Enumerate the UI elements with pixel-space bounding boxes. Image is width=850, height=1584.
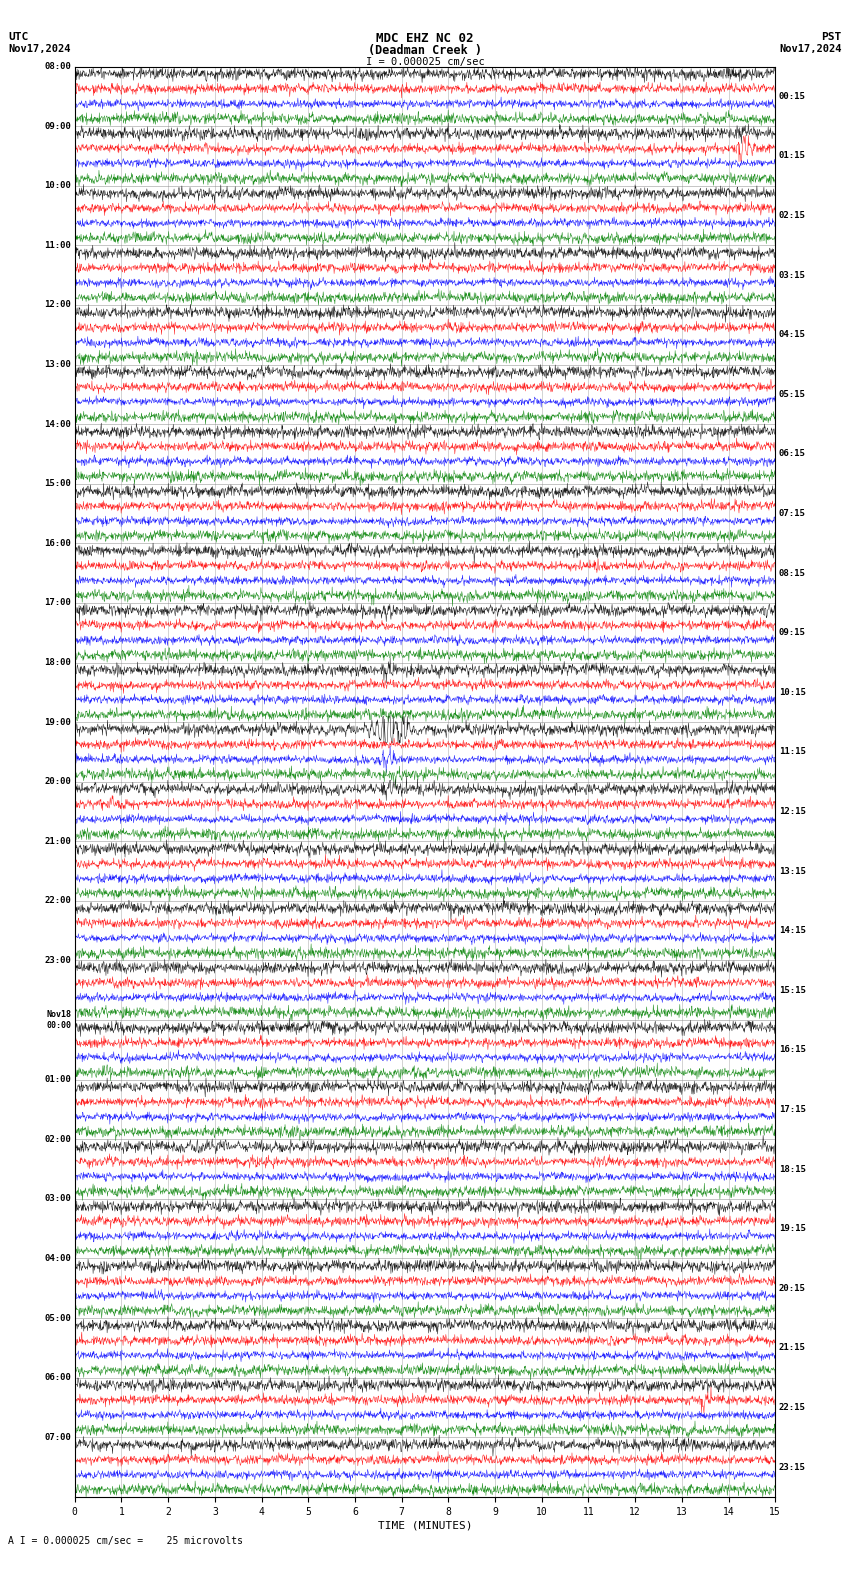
Text: 19:15: 19:15 xyxy=(779,1224,806,1234)
Text: 01:15: 01:15 xyxy=(779,152,806,160)
Text: 23:15: 23:15 xyxy=(779,1462,806,1472)
Text: I = 0.000025 cm/sec: I = 0.000025 cm/sec xyxy=(366,57,484,67)
Text: 15:00: 15:00 xyxy=(44,480,71,488)
Text: 03:00: 03:00 xyxy=(44,1194,71,1204)
Text: A I = 0.000025 cm/sec =    25 microvolts: A I = 0.000025 cm/sec = 25 microvolts xyxy=(8,1536,243,1546)
Text: 12:15: 12:15 xyxy=(779,806,806,816)
X-axis label: TIME (MINUTES): TIME (MINUTES) xyxy=(377,1521,473,1530)
Text: (Deadman Creek ): (Deadman Creek ) xyxy=(368,44,482,57)
Text: 17:15: 17:15 xyxy=(779,1106,806,1114)
Text: 04:15: 04:15 xyxy=(779,329,806,339)
Text: 02:00: 02:00 xyxy=(44,1134,71,1144)
Text: 13:00: 13:00 xyxy=(44,360,71,369)
Text: 09:15: 09:15 xyxy=(779,629,806,637)
Text: Nov17,2024: Nov17,2024 xyxy=(8,44,71,54)
Text: 07:15: 07:15 xyxy=(779,508,806,518)
Text: 14:00: 14:00 xyxy=(44,420,71,429)
Text: 05:00: 05:00 xyxy=(44,1313,71,1323)
Text: 05:15: 05:15 xyxy=(779,390,806,399)
Text: 11:00: 11:00 xyxy=(44,241,71,250)
Text: 19:00: 19:00 xyxy=(44,718,71,727)
Text: Nov18
00:00: Nov18 00:00 xyxy=(46,1011,71,1030)
Text: 21:00: 21:00 xyxy=(44,836,71,846)
Text: 08:00: 08:00 xyxy=(44,62,71,71)
Text: 14:15: 14:15 xyxy=(779,927,806,935)
Text: 00:15: 00:15 xyxy=(779,92,806,101)
Text: 11:15: 11:15 xyxy=(779,748,806,757)
Text: 15:15: 15:15 xyxy=(779,985,806,995)
Text: 06:00: 06:00 xyxy=(44,1373,71,1383)
Text: 04:00: 04:00 xyxy=(44,1255,71,1262)
Text: 18:15: 18:15 xyxy=(779,1164,806,1174)
Text: 10:00: 10:00 xyxy=(44,181,71,190)
Text: 13:15: 13:15 xyxy=(779,866,806,876)
Text: 09:00: 09:00 xyxy=(44,122,71,130)
Text: 16:15: 16:15 xyxy=(779,1045,806,1055)
Text: 06:15: 06:15 xyxy=(779,450,806,458)
Text: 22:15: 22:15 xyxy=(779,1403,806,1411)
Text: 16:00: 16:00 xyxy=(44,539,71,548)
Text: 01:00: 01:00 xyxy=(44,1076,71,1083)
Text: 18:00: 18:00 xyxy=(44,657,71,667)
Text: 23:00: 23:00 xyxy=(44,957,71,965)
Text: 10:15: 10:15 xyxy=(779,687,806,697)
Text: 07:00: 07:00 xyxy=(44,1434,71,1441)
Text: 21:15: 21:15 xyxy=(779,1343,806,1353)
Text: 12:00: 12:00 xyxy=(44,301,71,309)
Text: 03:15: 03:15 xyxy=(779,271,806,280)
Text: 17:00: 17:00 xyxy=(44,599,71,607)
Text: 20:15: 20:15 xyxy=(779,1283,806,1293)
Text: Nov17,2024: Nov17,2024 xyxy=(779,44,842,54)
Text: MDC EHZ NC 02: MDC EHZ NC 02 xyxy=(377,32,473,44)
Text: UTC: UTC xyxy=(8,32,29,41)
Text: PST: PST xyxy=(821,32,842,41)
Text: 02:15: 02:15 xyxy=(779,211,806,220)
Text: 22:00: 22:00 xyxy=(44,897,71,906)
Text: 20:00: 20:00 xyxy=(44,778,71,786)
Text: 08:15: 08:15 xyxy=(779,569,806,578)
